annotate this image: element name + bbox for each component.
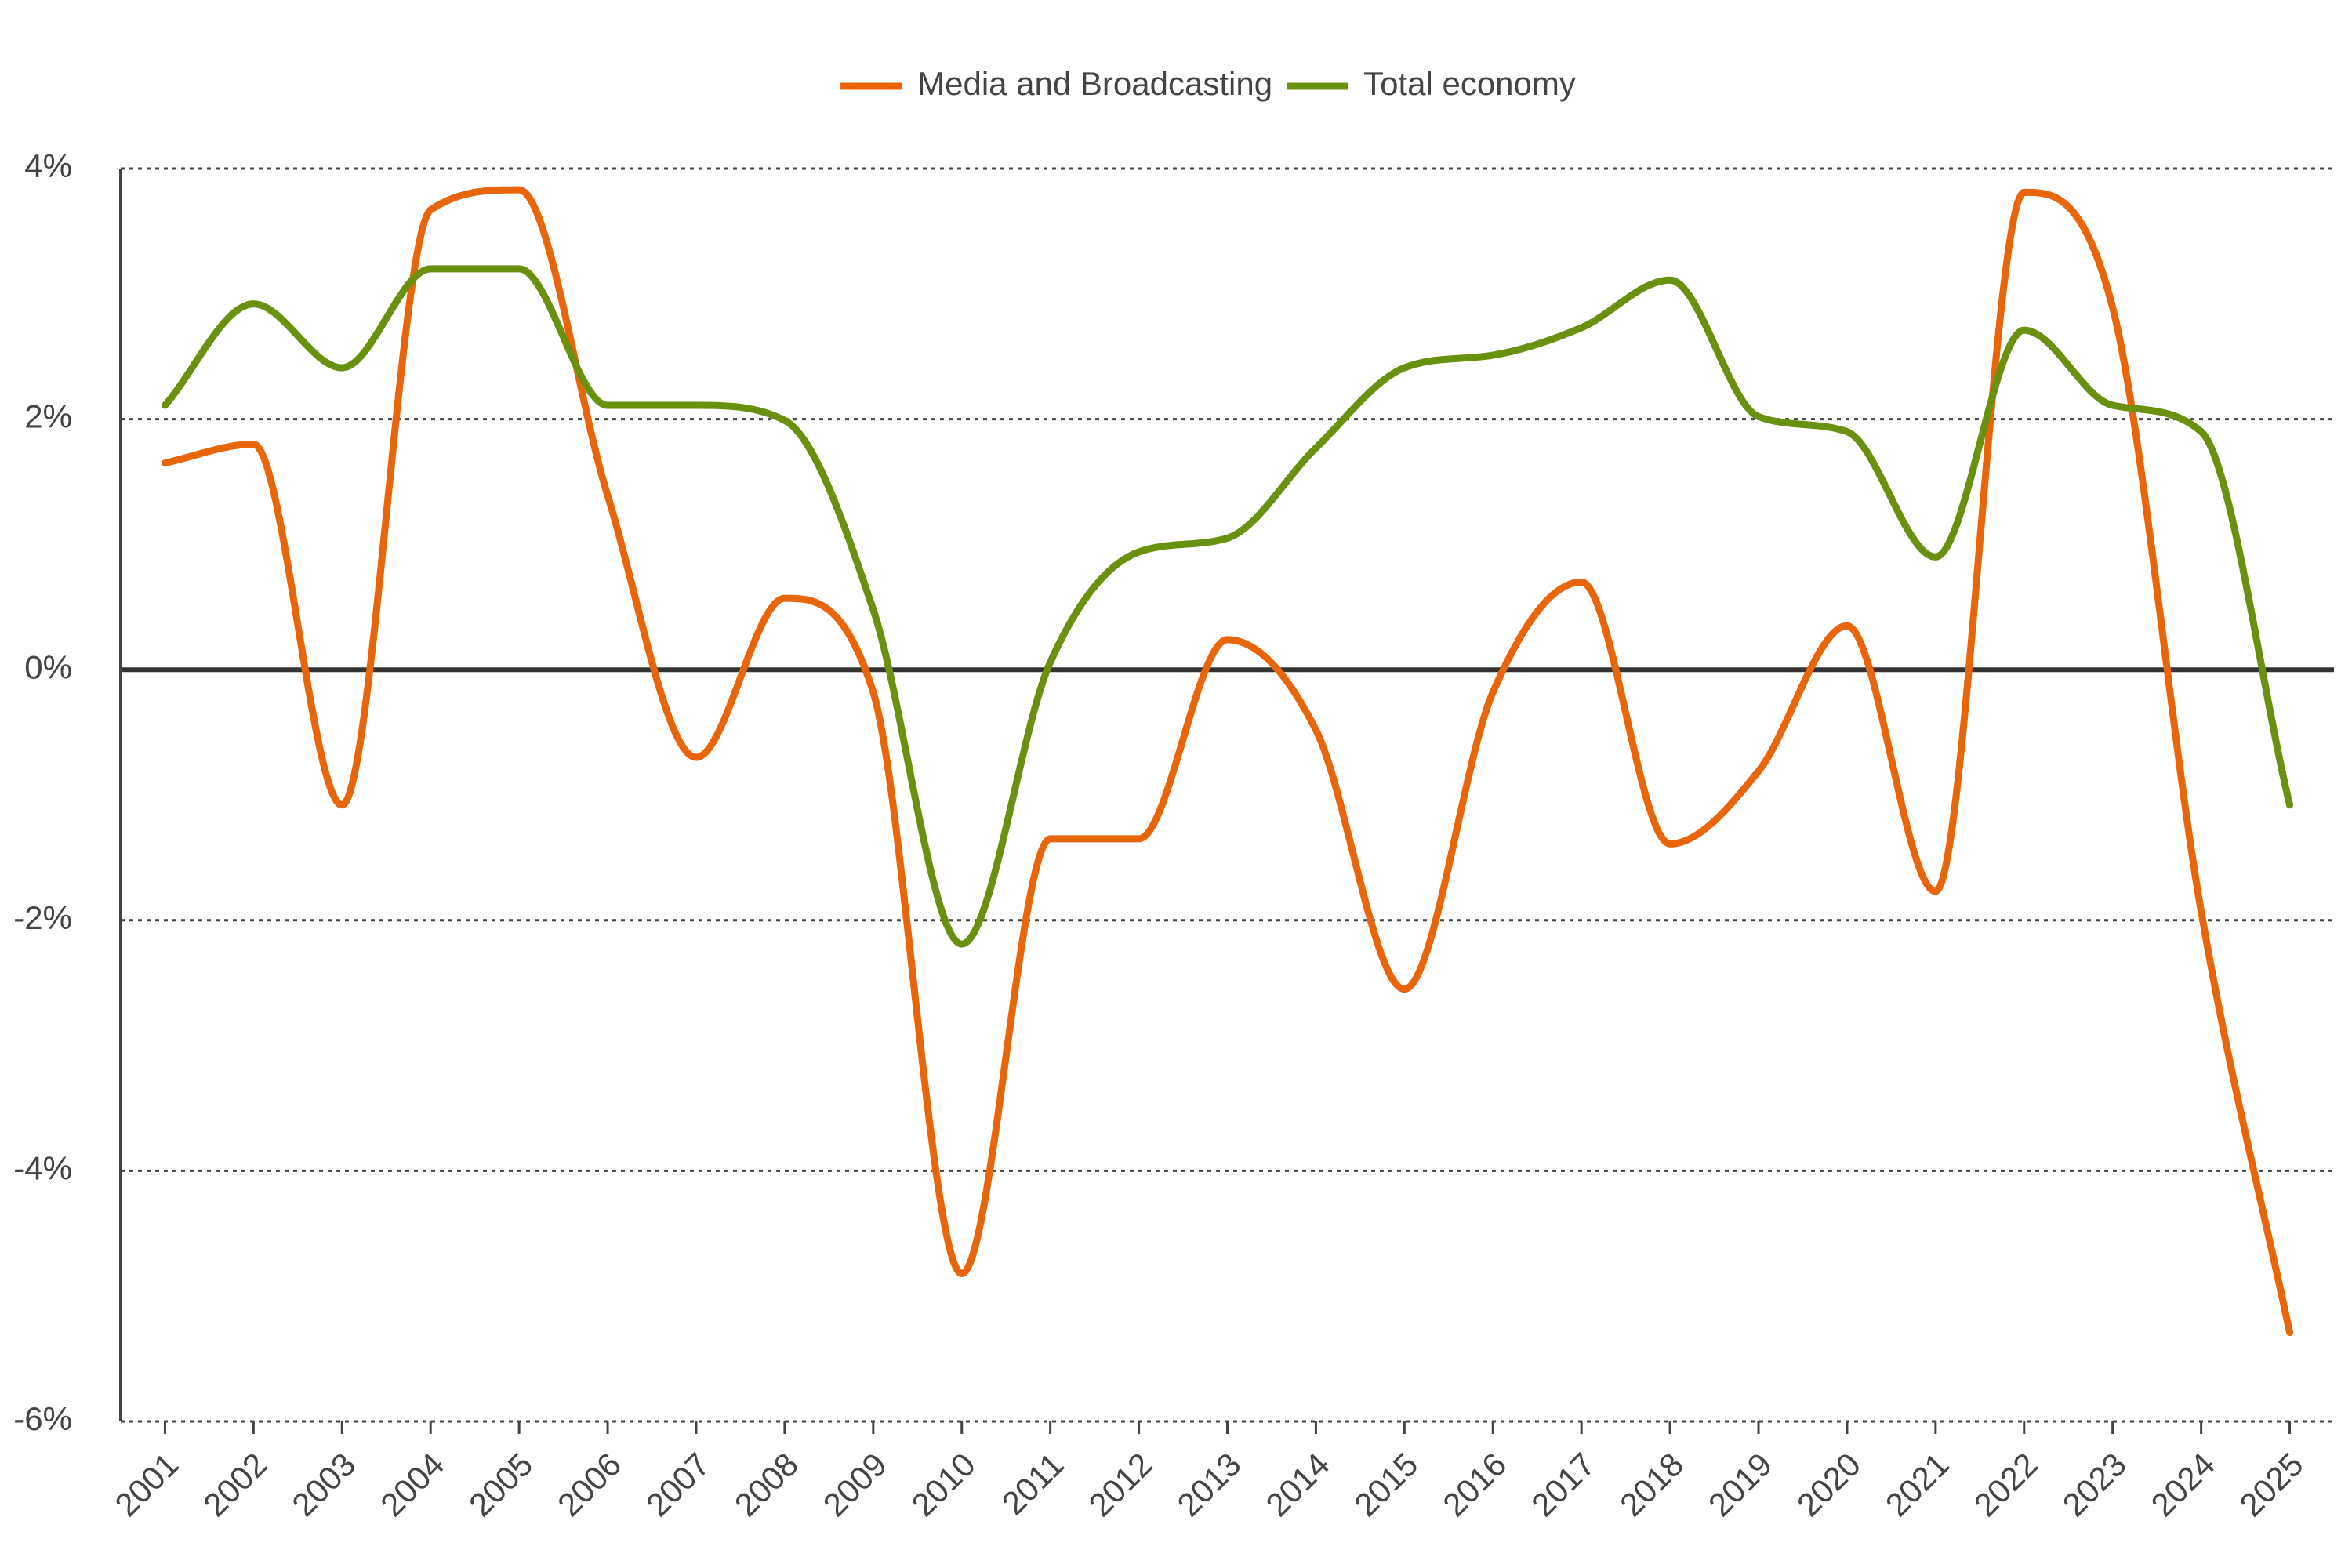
- x-tick-label: 2015: [1347, 1446, 1425, 1523]
- series-line: [161, 265, 2294, 948]
- y-tick-label: -6%: [13, 1400, 72, 1437]
- x-tick-label: 2007: [639, 1446, 717, 1523]
- series-line: [161, 186, 2294, 1337]
- x-tick-label: 2002: [196, 1446, 274, 1523]
- x-tick-group: 2002: [196, 1446, 274, 1523]
- x-tick-group: 2007: [639, 1446, 717, 1523]
- x-tick-label: 2017: [1524, 1446, 1602, 1523]
- x-tick-label: 2012: [1081, 1446, 1159, 1523]
- x-tick-label: 2014: [1258, 1446, 1336, 1523]
- x-tick-label: 2019: [1701, 1446, 1779, 1523]
- x-tick-label: 2023: [2056, 1446, 2133, 1523]
- x-tick-label: 2018: [1613, 1446, 1690, 1523]
- x-tick-label: 2003: [285, 1446, 362, 1523]
- x-tick-label: 2011: [995, 1446, 1071, 1522]
- x-tick-label: 2001: [107, 1446, 185, 1523]
- x-tick-group: 2004: [373, 1446, 451, 1523]
- x-tick-group: 2005: [462, 1446, 539, 1523]
- x-tick-group: 2009: [816, 1446, 894, 1523]
- x-tick-label: 2020: [1790, 1446, 1867, 1523]
- x-tick-group: 2003: [285, 1446, 362, 1523]
- y-tick-label: 2%: [24, 398, 72, 435]
- x-tick-group: 2008: [728, 1446, 805, 1523]
- x-tick-group: 2016: [1436, 1446, 1513, 1523]
- y-tick-label: 0%: [24, 648, 72, 685]
- x-tick-label: 2016: [1436, 1446, 1513, 1523]
- x-tick-group: 2020: [1790, 1446, 1867, 1523]
- y-tick-label: -2%: [13, 899, 72, 936]
- x-tick-label: 2010: [905, 1446, 982, 1523]
- x-tick-group: 2025: [2232, 1446, 2310, 1523]
- x-tick-group: 2017: [1524, 1446, 1602, 1523]
- x-tick-group: 2012: [1081, 1446, 1159, 1523]
- x-tick-label: 2022: [1967, 1446, 2045, 1523]
- x-tick-group: 2006: [550, 1446, 628, 1523]
- x-tick-group: 2010: [905, 1446, 982, 1523]
- legend-label: Media and Broadcasting: [917, 65, 1272, 102]
- x-tick-group: 2001: [107, 1446, 185, 1523]
- x-tick-group: 2019: [1701, 1446, 1779, 1523]
- y-tick-label: 4%: [24, 147, 72, 184]
- x-tick-label: 2021: [1878, 1446, 1956, 1523]
- x-tick-group: 2018: [1613, 1446, 1690, 1523]
- legend-label: Total economy: [1363, 65, 1576, 102]
- x-tick-label: 2013: [1170, 1446, 1247, 1523]
- x-tick-group: 2015: [1347, 1446, 1425, 1523]
- x-tick-label: 2009: [816, 1446, 894, 1523]
- x-tick-label: 2024: [2144, 1446, 2222, 1523]
- x-tick-group: 2011: [995, 1446, 1071, 1522]
- x-tick-group: 2024: [2144, 1446, 2222, 1523]
- x-tick-label: 2004: [373, 1446, 451, 1523]
- x-tick-group: 2014: [1258, 1446, 1336, 1523]
- y-tick-label: -4%: [13, 1149, 72, 1186]
- x-tick-label: 2005: [462, 1446, 539, 1523]
- x-tick-label: 2025: [2232, 1446, 2310, 1523]
- legend: Media and Broadcasting Total economy: [840, 65, 1576, 102]
- x-tick-label: 2008: [728, 1446, 805, 1523]
- x-tick-group: 2021: [1878, 1446, 1956, 1523]
- x-tick-group: 2022: [1967, 1446, 2045, 1523]
- x-tick-group: 2013: [1170, 1446, 1247, 1523]
- x-tick-group: 2023: [2056, 1446, 2133, 1523]
- x-tick-label: 2006: [550, 1446, 628, 1523]
